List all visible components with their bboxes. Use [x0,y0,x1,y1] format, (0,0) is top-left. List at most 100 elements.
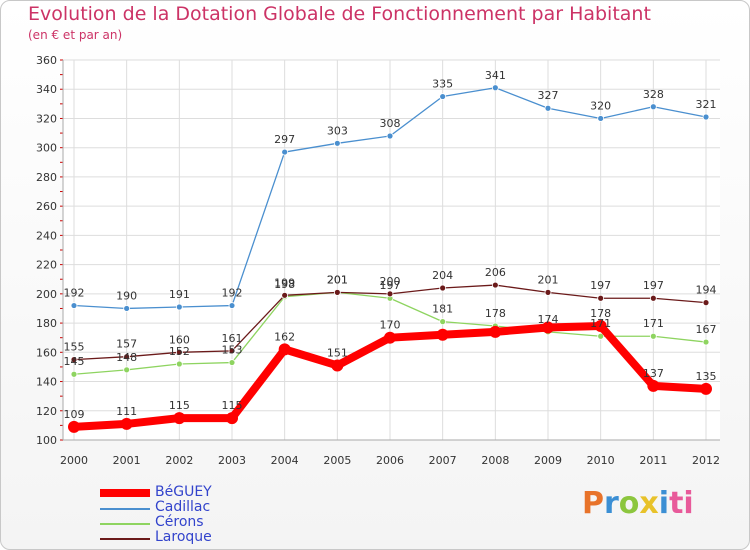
data-point [175,360,183,368]
data-label: 192 [64,287,85,300]
data-point [702,113,710,121]
data-point [436,328,449,341]
chart-title: Evolution de la Dotation Globale de Fonc… [28,3,651,25]
proxiti-logo: Proxiti [582,486,694,521]
x-tick-label: 2008 [481,454,509,467]
data-label: 204 [432,269,453,282]
y-tick-label: 180 [36,317,57,330]
data-label: 155 [64,341,85,354]
data-label: 197 [590,279,611,292]
data-label: 171 [590,317,611,330]
data-point [542,321,554,334]
data-point [649,294,657,302]
data-label: 201 [327,273,348,286]
data-label: 199 [274,276,295,289]
data-label: 327 [538,89,559,102]
data-label: 321 [696,98,717,111]
y-tick-label: 300 [36,142,57,155]
logo-letter: ti [669,486,694,521]
data-label: 111 [116,405,137,418]
data-label: 206 [485,266,506,279]
data-point [333,288,341,296]
data-point [544,288,552,296]
y-tick-label: 140 [36,376,57,389]
data-point [228,347,236,355]
x-tick-label: 2001 [113,454,141,467]
x-tick-label: 2011 [639,454,667,467]
data-point [386,132,394,140]
logo-letter: r [604,486,619,521]
x-tick-label: 2012 [692,454,720,467]
data-label: 297 [274,133,295,146]
legend-label-laroque: Laroque [155,529,212,545]
y-tick-label: 120 [36,405,57,418]
data-point [489,325,502,338]
data-point [597,115,605,122]
data-label: 137 [643,367,664,380]
data-point [281,148,289,156]
data-point [439,318,447,326]
data-label: 162 [274,330,295,343]
y-tick-label: 160 [36,346,57,359]
data-label: 328 [643,88,664,101]
data-label: 200 [380,275,401,288]
logo-letter: P [582,486,604,521]
data-point [123,353,131,361]
x-tick-label: 2006 [376,454,404,467]
data-point [278,343,291,356]
data-point [702,299,710,307]
plot-area [63,60,720,440]
y-tick-label: 280 [36,171,57,184]
data-label: 201 [538,273,559,286]
data-label: 115 [169,399,190,412]
data-point [386,290,394,298]
y-tick-label: 240 [36,229,57,242]
data-label: 197 [643,279,664,292]
x-tick-label: 2005 [323,454,351,467]
y-tick-label: 220 [36,259,57,272]
y-tick-label: 100 [36,434,57,447]
data-label: 170 [380,319,401,332]
data-label: 109 [64,408,85,421]
data-point [226,412,238,425]
data-point [70,302,78,309]
data-point [120,417,133,430]
y-tick-label: 200 [36,288,57,301]
data-point [70,356,78,364]
data-label: 160 [169,333,190,346]
data-point [700,382,712,395]
x-tick-label: 2009 [534,454,562,467]
logo-letter: x [639,486,659,521]
data-point [544,104,552,112]
data-label: 153 [222,344,243,357]
data-label: 178 [485,307,506,320]
y-tick-label: 320 [36,112,57,125]
data-label: 148 [116,351,137,364]
legend-swatch-laroque [100,538,150,540]
data-point [228,302,236,309]
data-label: 152 [169,345,190,358]
data-label: 174 [538,313,559,326]
legend-label-beguey: BéGUEY [155,484,212,500]
x-tick-label: 2004 [271,454,299,467]
legend-swatch-cerons [100,523,150,525]
data-label: 194 [696,284,717,297]
data-label: 135 [696,370,717,383]
data-label: 151 [327,346,348,359]
data-label: 198 [274,278,295,291]
legend-swatch-cadillac [100,508,150,510]
data-label: 201 [327,273,348,286]
data-label: 181 [432,303,453,316]
data-label: 115 [222,399,243,412]
y-tick-label: 260 [36,200,57,213]
data-point [649,103,657,111]
y-tick-label: 340 [36,83,57,96]
x-tick-label: 2000 [60,454,88,467]
data-point [594,320,607,332]
data-point [491,84,499,92]
data-point [384,331,396,344]
data-label: 191 [169,288,190,301]
data-point [331,359,344,372]
data-point [647,379,660,392]
